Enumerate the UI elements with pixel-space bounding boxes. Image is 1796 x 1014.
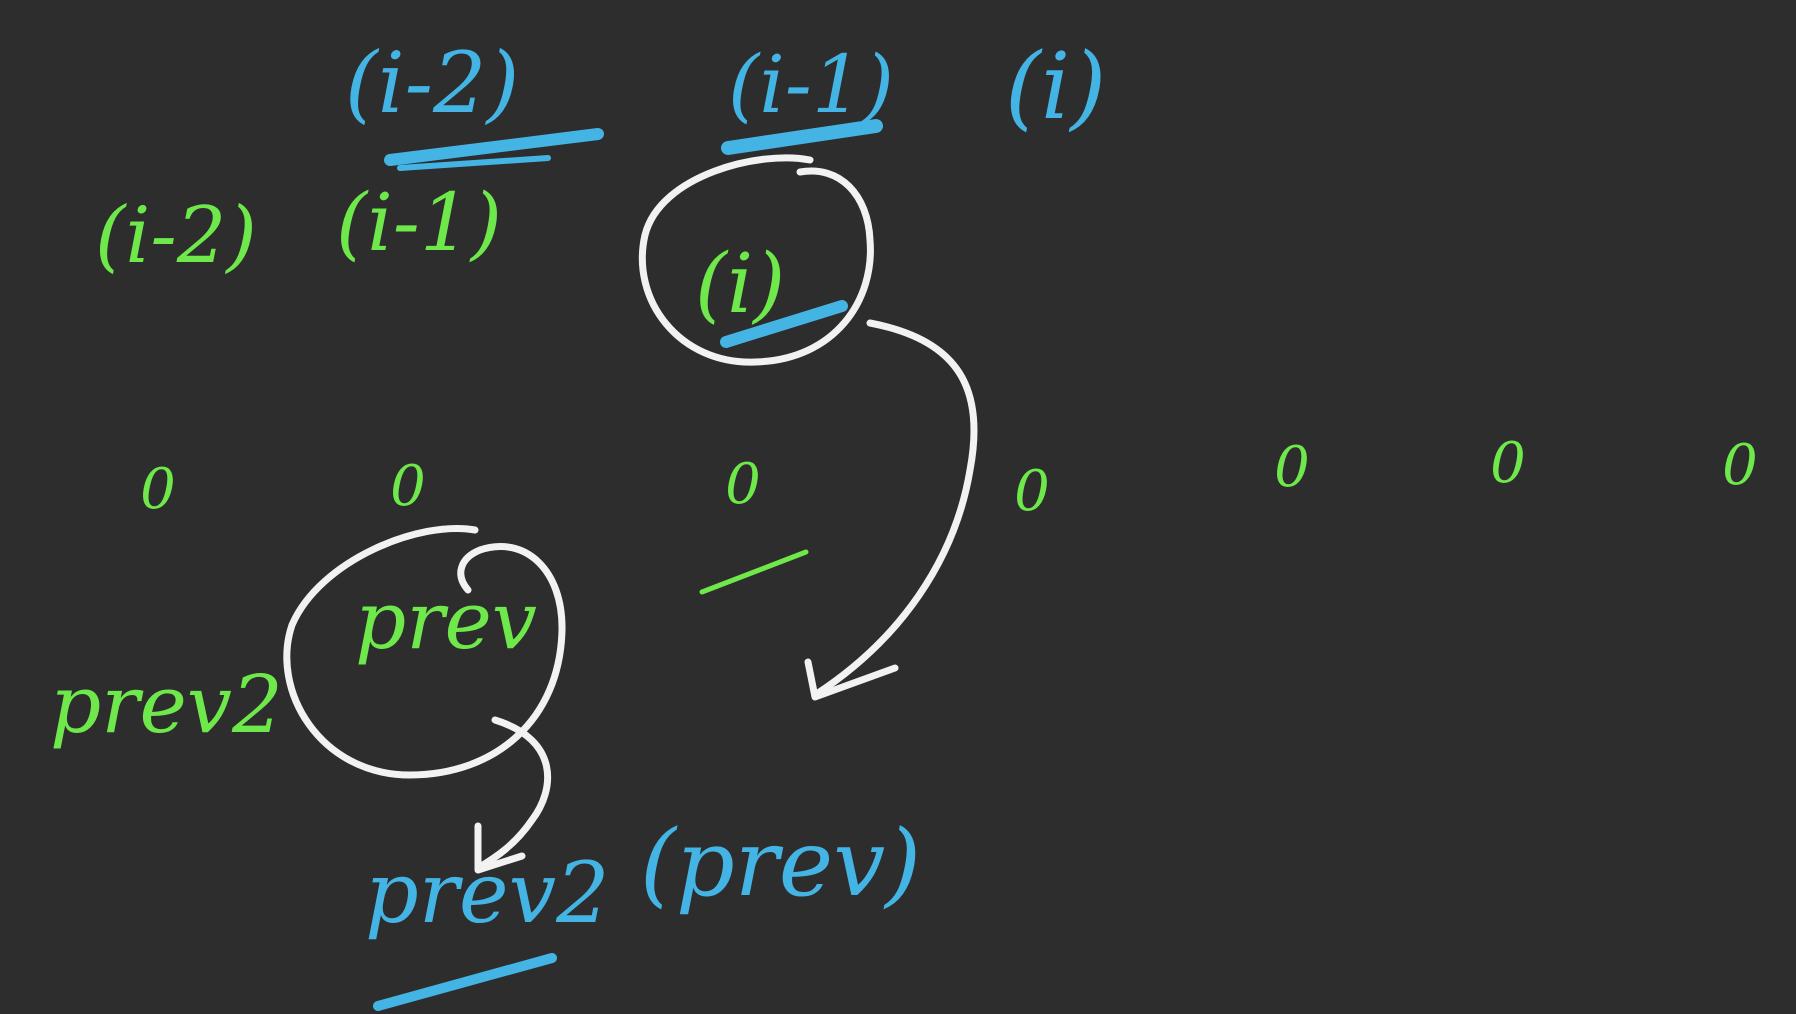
green-label-i: (i) — [695, 237, 785, 332]
circle-around-i — [638, 154, 874, 366]
arrow-prev-to-prev2-head — [474, 822, 526, 874]
blue-index-row: (i-2) (i-1) (i) — [345, 33, 1106, 171]
green-index-row: (i-2) (i-1) (i) — [95, 176, 848, 348]
blue-label-i-minus-2: (i-2) — [345, 34, 519, 132]
label-new-prev: (prev) — [640, 810, 921, 917]
blue-label-i: (i) — [1005, 33, 1106, 140]
array-cell: 0 — [1274, 435, 1310, 500]
array-row: 0 0 0 0 0 0 0 — [140, 431, 1758, 595]
blue-label-i-minus-1: (i-1) — [728, 38, 894, 131]
blue-underline-i-minus-2-second — [397, 155, 551, 171]
blue-underline-i — [720, 300, 848, 348]
green-underline-mark — [699, 549, 809, 595]
circle-around-prev — [283, 525, 566, 779]
blue-underline-i-minus-1 — [721, 119, 883, 155]
arrow-i-to-prev-head — [804, 658, 899, 701]
array-cell: 0 — [140, 457, 176, 522]
green-label-i-minus-2: (i-2) — [95, 191, 257, 281]
blue-underline-i-minus-2 — [384, 128, 604, 166]
array-cell: 0 — [1722, 433, 1758, 498]
arrow-prev-to-prev2 — [474, 716, 552, 872]
arrow-i-to-prev — [811, 319, 978, 699]
green-label-i-minus-1: (i-1) — [336, 176, 502, 269]
array-cell: 0 — [725, 452, 761, 517]
array-cell: 0 — [1014, 459, 1050, 524]
new-pointer-labels: prev2 (prev) — [365, 810, 921, 1011]
label-new-prev2: prev2 — [365, 844, 610, 942]
pointer-labels: prev2 prev — [50, 574, 537, 751]
label-prev: prev — [355, 574, 537, 667]
array-cell: 0 — [390, 454, 426, 519]
array-cell: 0 — [1490, 431, 1526, 496]
blue-underline-new-prev2 — [373, 953, 557, 1011]
label-prev2: prev2 — [50, 658, 283, 751]
